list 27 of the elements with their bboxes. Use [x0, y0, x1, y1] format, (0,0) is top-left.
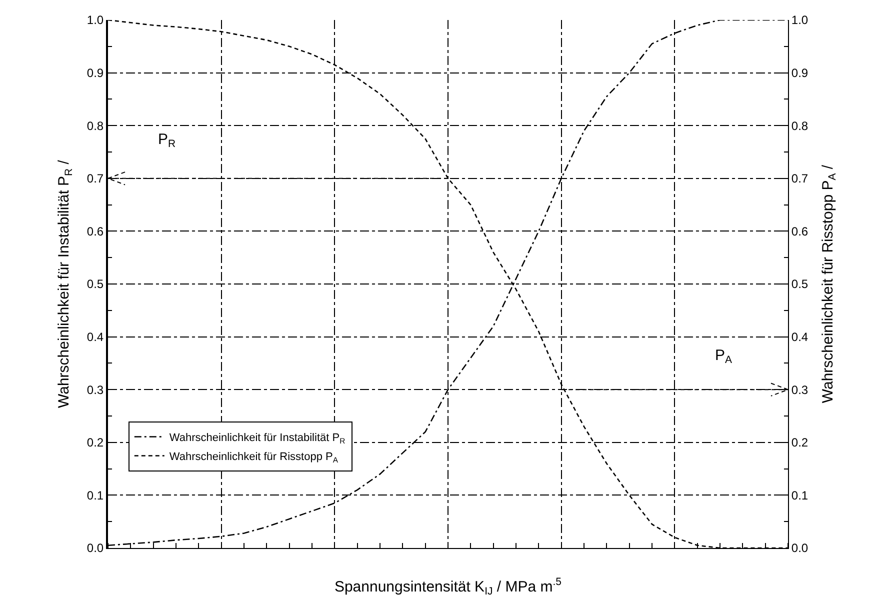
y-tick-label: 1.0	[86, 13, 104, 28]
y2-tick-label: 0.5	[791, 277, 808, 292]
legend-label: Wahrscheinlichkeit für Instabilität P$_{R}$	[169, 432, 346, 446]
y-tick-label: 0.5	[86, 277, 104, 292]
y-tick-label: 0.0	[86, 541, 104, 556]
y-tick-label: 0.4	[86, 330, 104, 344]
y-tick-label: 0.7	[86, 172, 104, 186]
y2-tick-label: 0.2	[791, 436, 808, 450]
y2-tick-label: 0.7	[791, 172, 808, 186]
y2-tick-label: 0.0	[791, 541, 808, 556]
y2-tick-label: 0.4	[791, 330, 808, 344]
y2-tick-label: 0.3	[791, 382, 808, 397]
y-tick-label: 0.3	[86, 382, 104, 397]
y-tick-label: 0.2	[86, 436, 104, 450]
y-tick-label: 0.1	[86, 488, 104, 502]
y2-tick-label: 0.9	[791, 66, 808, 80]
y2-tick-label: 0.1	[791, 488, 808, 502]
y-tick-label: 0.6	[86, 224, 104, 238]
y2-tick-label: 0.6	[791, 224, 808, 238]
x-axis-title: Spannungsintensität K$_{IJ}$ / MPa m$^{.5}$	[334, 576, 562, 598]
y-tick-label: 0.8	[86, 118, 104, 133]
legend-label: Wahrscheinlichkeit für Risstopp P$_{A}$	[169, 451, 339, 464]
annotation: P$_{A}$	[715, 347, 732, 366]
annotation: P$_{R}$	[158, 131, 176, 150]
y2-tick-label: 1.0	[791, 13, 808, 28]
y-tick-label: 0.9	[86, 66, 104, 80]
y2-tick-label: 0.8	[791, 118, 808, 133]
